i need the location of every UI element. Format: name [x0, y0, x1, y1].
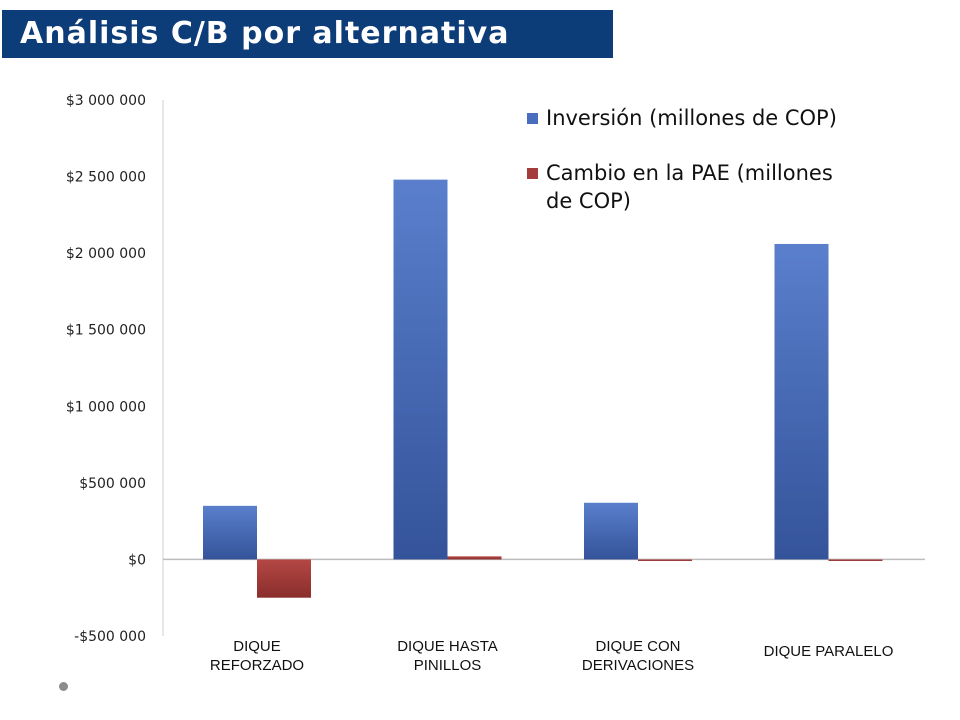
bar-inversion — [203, 505, 257, 560]
bar-inversion — [774, 243, 829, 560]
bar-inversion — [584, 502, 638, 560]
y-tick-label: $2 000 000 — [66, 246, 146, 262]
title-bar: Análisis C/B por alternativa — [2, 10, 613, 58]
bar-cambio-pae — [828, 559, 883, 561]
category-label: DIQUE PARALELO — [764, 643, 894, 660]
bar-cambio-pae — [257, 559, 311, 598]
category-label: DIQUE CON — [595, 638, 680, 655]
y-tick-label: $500 000 — [79, 476, 146, 492]
legend-label: Inversión (millones de COP) — [546, 106, 837, 130]
category-label: PINILLOS — [414, 657, 482, 674]
category-label: REFORZADO — [210, 657, 304, 674]
slide-title: Análisis C/B por alternativa — [20, 16, 510, 51]
y-tick-label: $0 — [128, 552, 146, 568]
y-tick-label: $1 000 000 — [66, 399, 146, 415]
y-tick-label: $1 500 000 — [66, 323, 146, 339]
legend-label: Cambio en la PAE (millones — [546, 161, 833, 185]
legend-swatch — [527, 168, 538, 179]
category-label: DIQUE HASTA — [397, 638, 498, 655]
bar-inversion — [393, 179, 448, 560]
category-label: DIQUE — [233, 638, 281, 655]
bullet-dot — [59, 682, 68, 691]
legend-swatch — [527, 113, 538, 124]
bar-cambio-pae — [638, 559, 692, 561]
y-tick-label: -$500 000 — [74, 629, 146, 645]
category-label: DERIVACIONES — [582, 657, 694, 674]
y-tick-label: $3 000 000 — [66, 93, 146, 109]
bar-cambio-pae — [447, 556, 502, 560]
legend-label: de COP) — [546, 189, 631, 213]
y-tick-label: $2 500 000 — [66, 170, 146, 186]
